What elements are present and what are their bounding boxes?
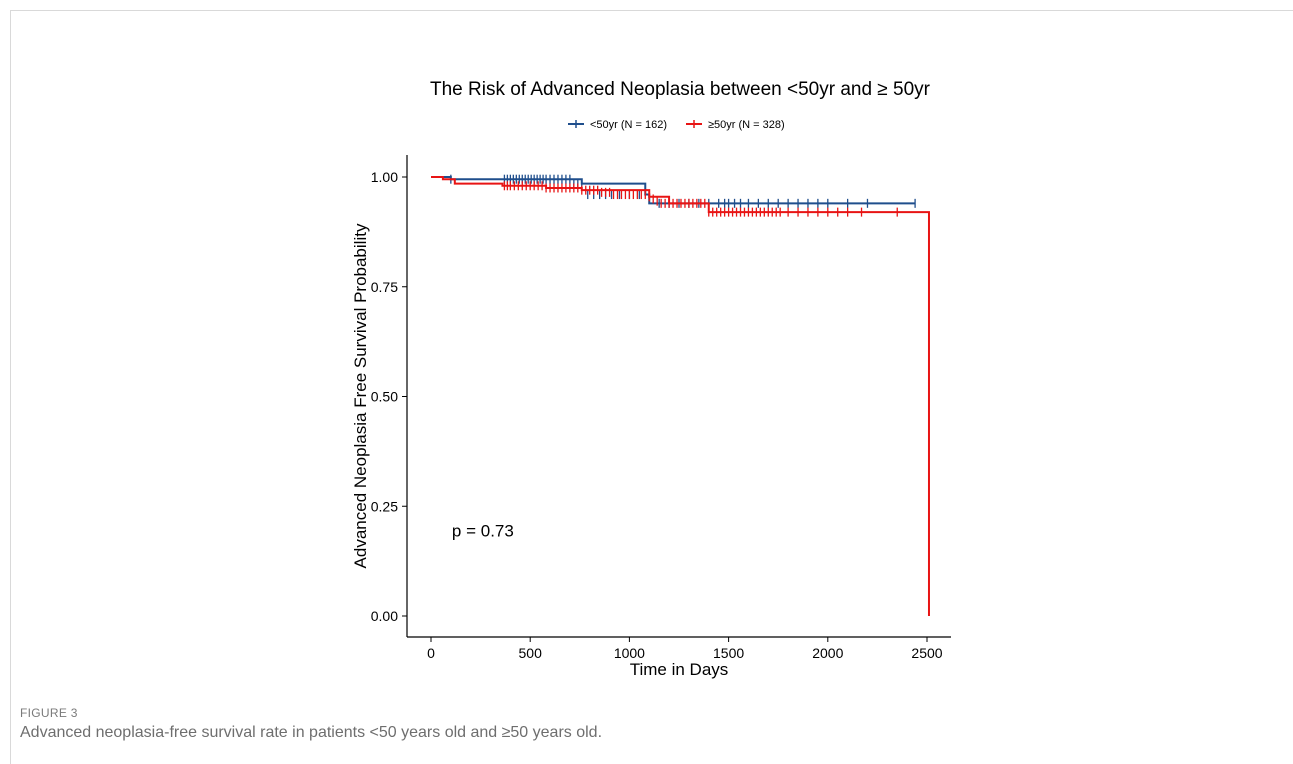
figure-frame (10, 10, 1293, 764)
legend-item: <50yr (N = 162) (568, 119, 667, 131)
figure-label: FIGURE 3 (20, 706, 78, 720)
x-tick-label: 0 (427, 645, 435, 661)
p-value-annotation: p = 0.73 (452, 521, 514, 540)
survival-chart: The Risk of Advanced Neoplasia between <… (351, 79, 951, 679)
legend-label: ≥50yr (N = 328) (708, 119, 785, 131)
y-tick-label: 0.75 (371, 279, 398, 295)
series-layer (431, 174, 930, 616)
legend-item: ≥50yr (N = 328) (686, 119, 785, 131)
chart-title: The Risk of Advanced Neoplasia between <… (430, 79, 931, 100)
y-tick-label: 0.25 (371, 498, 398, 514)
y-tick-label: 0.50 (371, 389, 398, 405)
series-group (431, 176, 930, 616)
x-tick-label: 2000 (812, 645, 843, 661)
y-tick-label: 0.00 (371, 608, 398, 624)
x-tick-label: 2500 (911, 645, 942, 661)
chart-legend: <50yr (N = 162) ≥50yr (N = 328) (568, 119, 785, 131)
y-axis-label: Advanced Neoplasia Free Survival Probabi… (351, 223, 370, 568)
x-tick-label: 500 (519, 645, 543, 661)
x-tick-label: 1000 (614, 645, 645, 661)
x-axis-label: Time in Days (630, 660, 729, 679)
figure-caption: Advanced neoplasia-free survival rate in… (20, 724, 603, 741)
legend-label: <50yr (N = 162) (590, 119, 667, 131)
y-tick-label: 1.00 (371, 169, 398, 185)
chart-axes: 0 500 1000 1500 2000 2500 0.00 0.25 0.50 0.75 1.00 (371, 155, 951, 661)
survival-curve (431, 176, 930, 616)
x-tick-label: 1500 (713, 645, 744, 661)
